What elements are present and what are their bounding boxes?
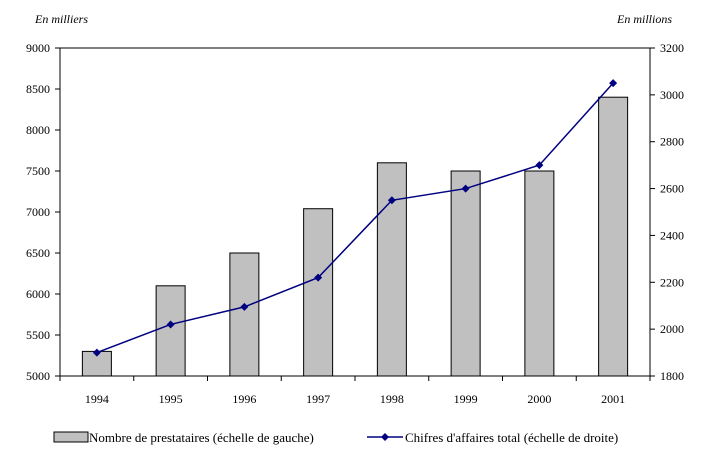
bar <box>229 252 260 377</box>
line-point <box>461 184 470 193</box>
legend-line-label: Chifres d'affaires total (échelle de dro… <box>405 430 618 445</box>
left-axis-tick-label: 6500 <box>26 246 50 260</box>
x-axis-tick-label: 2001 <box>601 392 625 406</box>
line-point <box>166 320 175 329</box>
legend: Nombre de prestataires (échelle de gauch… <box>53 430 618 445</box>
x-axis: 1994 1995 1996 1997 1998 1999 2000 2001 <box>59 376 651 406</box>
legend-bar-swatch <box>53 431 89 443</box>
left-axis-tick-label: 8500 <box>26 82 50 96</box>
legend-bar-label: Nombre de prestataires (échelle de gauch… <box>89 430 314 445</box>
plot-area <box>59 47 651 377</box>
series-line <box>96 82 614 354</box>
right-axis: 1800 2000 2200 2400 2600 2800 3000 3200 <box>650 41 684 383</box>
legend-line-marker <box>381 433 389 441</box>
left-axis-tick-label: 7000 <box>26 205 50 219</box>
bar <box>524 170 555 377</box>
bar <box>376 162 407 377</box>
bar <box>450 170 481 377</box>
right-axis-tick-label: 1800 <box>660 369 684 383</box>
right-axis-tick-label: 2200 <box>660 275 684 289</box>
line-point <box>609 79 618 88</box>
x-axis-tick-label: 1995 <box>159 392 183 406</box>
left-axis-tick-label: 6000 <box>26 287 50 301</box>
right-axis-tick-label: 2000 <box>660 322 684 336</box>
left-axis-tick-label: 5000 <box>26 369 50 383</box>
bar-series <box>81 96 629 377</box>
bar <box>303 208 334 377</box>
line-point <box>387 196 396 205</box>
line-point <box>314 273 323 282</box>
left-axis-unit-label: En milliers <box>34 12 88 26</box>
right-axis-unit-label: En millions <box>616 12 672 26</box>
x-axis-tick-label: 1997 <box>306 392 330 406</box>
line-point <box>92 348 101 357</box>
left-axis: 5000 5500 6000 6500 7000 7500 8000 8500 9000 <box>26 41 60 383</box>
left-axis-tick-label: 8000 <box>26 123 50 137</box>
x-axis-tick-label: 2000 <box>527 392 551 406</box>
x-axis-tick-label: 1998 <box>380 392 404 406</box>
x-axis-tick-label: 1996 <box>232 392 256 406</box>
line-point <box>240 302 249 311</box>
line-series <box>92 79 618 357</box>
left-axis-tick-label: 9000 <box>26 41 50 55</box>
left-axis-tick-label: 5500 <box>26 328 50 342</box>
x-axis-tick-label: 1994 <box>85 392 109 406</box>
left-axis-tick-label: 7500 <box>26 164 50 178</box>
right-axis-tick-label: 3200 <box>660 41 684 55</box>
right-axis-tick-label: 2400 <box>660 228 684 242</box>
bar <box>598 96 629 377</box>
right-axis-tick-label: 3000 <box>660 88 684 102</box>
x-axis-tick-label: 1999 <box>454 392 478 406</box>
line-point <box>535 161 544 170</box>
bar <box>155 285 186 377</box>
right-axis-tick-label: 2800 <box>660 135 684 149</box>
right-axis-tick-label: 2600 <box>660 182 684 196</box>
